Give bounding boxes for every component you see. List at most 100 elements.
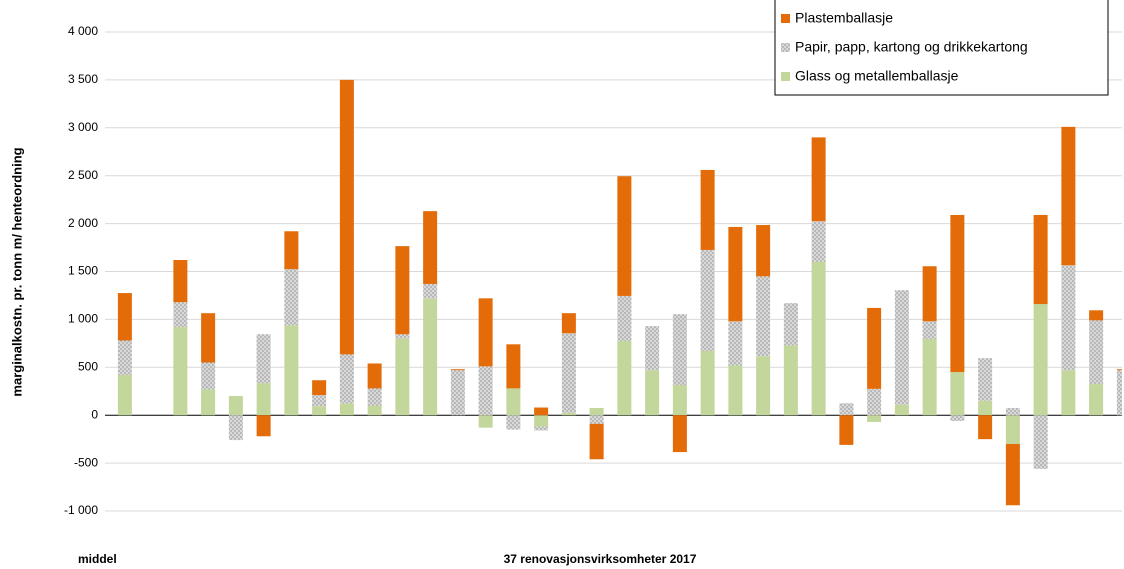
bar-segment [867, 388, 882, 416]
bar-segment [950, 415, 965, 421]
bar-segment [201, 313, 216, 363]
legend-label: Papir, papp, kartong og drikkekartong [795, 39, 1028, 55]
legend-swatch [781, 43, 790, 52]
bar-segment [339, 354, 354, 404]
bar-segment [672, 314, 687, 386]
y-tick-label: 2 000 [68, 216, 98, 230]
bar-segment [617, 340, 632, 416]
bar-segment [561, 313, 576, 334]
bar-segment [700, 169, 715, 250]
bar-segment [284, 269, 299, 326]
bar-segment [589, 408, 604, 416]
bar-segment [228, 396, 243, 416]
bar-segment [395, 246, 410, 335]
bar-segment [1005, 443, 1020, 506]
bar-segment [922, 339, 937, 416]
bar-segment [450, 369, 465, 371]
bar-segment [783, 303, 798, 346]
bar-segment [1033, 304, 1048, 416]
bar-segment [1089, 310, 1104, 321]
bar-segment [561, 412, 576, 416]
bar-segment [867, 307, 882, 389]
bar-segment [811, 221, 826, 262]
bar-segment [201, 389, 216, 416]
bar-segment [894, 290, 909, 405]
bar-segment [478, 415, 493, 428]
y-tick-label: 3 500 [68, 72, 98, 86]
bar-segment [950, 214, 965, 373]
bar-segment [811, 261, 826, 416]
y-tick-label: -1 000 [64, 503, 98, 517]
bar-segment [173, 260, 188, 303]
bar-segment [423, 211, 438, 284]
bar-segment [1061, 370, 1076, 416]
y-tick-label: 3 000 [68, 120, 98, 134]
bar-segment [617, 176, 632, 296]
legend-label: Glass og metallemballasje [795, 68, 959, 84]
bar-segment [312, 380, 327, 396]
bar-segment [950, 372, 965, 416]
bar-segment [589, 423, 604, 460]
bar-segment [201, 362, 216, 390]
bar-segment [672, 415, 687, 453]
bar-segment [756, 225, 771, 277]
bar-segment [534, 415, 549, 427]
bar-segment [256, 383, 271, 416]
bar-segment [839, 403, 854, 416]
bar-segment [1005, 415, 1020, 444]
bar-segment [1033, 214, 1048, 305]
legend-label: Plastemballasje [795, 10, 893, 26]
y-axis-title: marginalkostn. pr. tonn m/ henteordning [9, 147, 24, 396]
bar-segment [1116, 370, 1122, 416]
bar-segment [756, 276, 771, 357]
bar-segment [1116, 369, 1122, 371]
bar-segment [783, 345, 798, 416]
bar-segment [1061, 265, 1076, 371]
bar-segment [589, 415, 604, 424]
y-tick-label: 500 [78, 359, 98, 373]
y-tick-label: 1 000 [68, 312, 98, 326]
bar-segment [312, 395, 327, 407]
bar-segment [506, 388, 521, 416]
bar-segment [367, 388, 382, 406]
bar-segment [1089, 320, 1104, 385]
bar-segment [339, 403, 354, 416]
y-tick-label: 0 [91, 407, 98, 421]
bar-segment [922, 321, 937, 340]
y-tick-label: 1 500 [68, 264, 98, 278]
bar-segment [395, 338, 410, 416]
bar-segment [284, 231, 299, 270]
bar-segment [423, 298, 438, 416]
legend-box [774, 0, 1109, 96]
bar-segment [728, 226, 743, 322]
bar-segment [672, 385, 687, 416]
bar-segment [922, 266, 937, 322]
bar-segment [811, 137, 826, 222]
bar-segment [645, 326, 660, 371]
y-tick-label: -500 [74, 455, 98, 469]
bar-segment [561, 333, 576, 413]
bar-segment [506, 415, 521, 430]
bar-segment [534, 407, 549, 416]
bar-segment [395, 334, 410, 339]
bar-segment [978, 400, 993, 416]
bar-segment [700, 249, 715, 352]
bar-segment [839, 415, 854, 445]
bar-segment [312, 406, 327, 416]
x-group-label: 37 renovasjonsvirksomheter 2017 [504, 552, 697, 566]
bar-segment [117, 374, 132, 416]
bar-segment [173, 302, 188, 328]
bar-segment [478, 298, 493, 367]
bar-segment [894, 404, 909, 416]
legend-swatch [781, 72, 790, 81]
bar-segment [1061, 126, 1076, 266]
bar-segment [423, 283, 438, 299]
bar-segment [700, 351, 715, 416]
bar-segment [534, 426, 549, 431]
y-tick-label: 2 500 [68, 168, 98, 182]
bar-segment [728, 321, 743, 366]
bar-segment [617, 295, 632, 341]
bar-segment [978, 358, 993, 401]
bar-segment [978, 415, 993, 440]
